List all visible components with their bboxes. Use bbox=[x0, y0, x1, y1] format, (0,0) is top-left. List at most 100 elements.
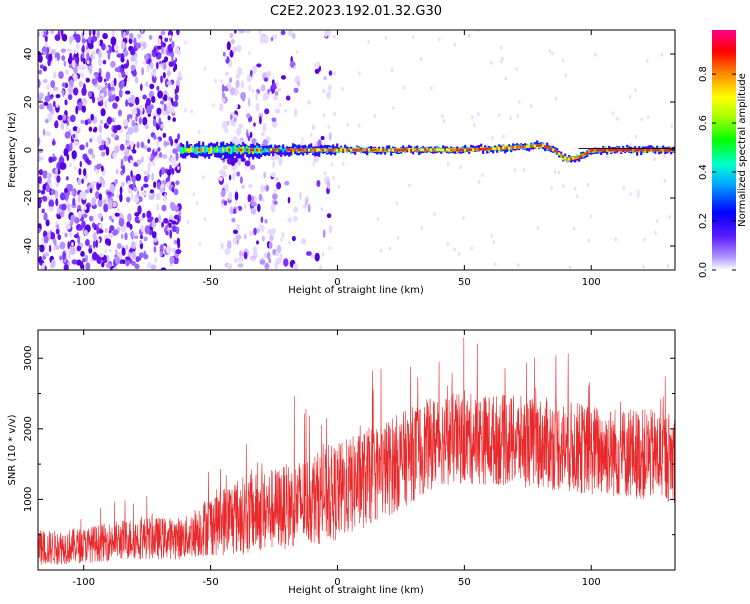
noise-speck bbox=[231, 217, 236, 223]
noise-speck bbox=[326, 213, 332, 219]
ridge-core-segment bbox=[450, 148, 453, 152]
ridge-core-segment bbox=[362, 148, 365, 152]
ridge-halo-segment bbox=[390, 149, 393, 156]
noise-speck bbox=[388, 246, 392, 251]
noise-speck bbox=[145, 97, 151, 107]
noise-speck bbox=[245, 30, 251, 34]
noise-speck bbox=[127, 213, 132, 222]
noise-speck bbox=[314, 252, 320, 262]
noise-speck bbox=[73, 141, 80, 146]
noise-speck bbox=[238, 123, 243, 129]
noise-speck bbox=[85, 262, 91, 270]
ridge-core-segment bbox=[534, 144, 537, 148]
ridge-core-segment bbox=[350, 148, 353, 152]
noise-speck bbox=[152, 112, 157, 119]
noise-speck bbox=[151, 74, 157, 84]
noise-speck bbox=[140, 83, 143, 92]
noise-speck bbox=[49, 232, 56, 240]
noise-speck bbox=[241, 184, 245, 189]
noise-speck bbox=[629, 192, 632, 197]
noise-speck bbox=[105, 146, 110, 156]
ridge-mid-segment bbox=[660, 146, 663, 150]
noise-speck bbox=[324, 30, 328, 38]
noise-speck bbox=[48, 53, 53, 62]
noise-speck bbox=[219, 176, 223, 182]
ridge-core-segment bbox=[492, 147, 495, 150]
noise-speck bbox=[99, 119, 104, 125]
ridge-core-segment bbox=[408, 148, 411, 152]
spectrogram-x-tick-label: -100 bbox=[72, 277, 95, 288]
noise-speck bbox=[168, 61, 174, 67]
ridge-core-segment bbox=[536, 144, 539, 147]
noise-speck bbox=[222, 98, 226, 103]
noise-speck bbox=[45, 30, 49, 36]
noise-speck bbox=[102, 257, 107, 264]
ridge-core-segment bbox=[426, 148, 429, 152]
noise-speck bbox=[102, 33, 108, 40]
noise-speck bbox=[264, 108, 270, 115]
noise-speck bbox=[500, 59, 503, 64]
noise-speck bbox=[112, 201, 117, 208]
ridge-core-segment bbox=[456, 148, 459, 152]
noise-speck bbox=[118, 89, 123, 98]
ridge-core-segment bbox=[546, 146, 549, 149]
noise-speck bbox=[271, 83, 278, 90]
noise-speck bbox=[68, 86, 73, 95]
noise-speck bbox=[101, 43, 106, 51]
noise-speck bbox=[140, 141, 145, 149]
noise-speck bbox=[143, 60, 147, 65]
ridge-core-segment bbox=[378, 148, 381, 152]
noise-speck bbox=[390, 68, 394, 73]
noise-speck bbox=[88, 244, 92, 249]
noise-speck bbox=[294, 108, 298, 118]
noise-speck bbox=[328, 70, 333, 76]
noise-speck bbox=[260, 216, 264, 224]
noise-speck bbox=[234, 114, 237, 119]
ridge-core-segment bbox=[334, 148, 337, 152]
noise-speck bbox=[275, 81, 279, 87]
noise-speck bbox=[42, 78, 48, 84]
noise-speck bbox=[74, 50, 78, 55]
noise-speck bbox=[45, 184, 51, 193]
colorbar-gradient bbox=[712, 30, 736, 270]
ridge-core-segment bbox=[580, 155, 583, 158]
ridge-core-segment bbox=[494, 147, 497, 150]
noise-speck bbox=[147, 161, 152, 168]
noise-speck bbox=[307, 203, 311, 213]
noise-speck bbox=[143, 250, 146, 257]
noise-speck bbox=[142, 212, 146, 219]
noise-speck bbox=[73, 87, 79, 96]
ridge-halo-segment bbox=[280, 146, 283, 157]
noise-speck bbox=[333, 111, 337, 116]
noise-speck bbox=[78, 168, 82, 176]
ridge-mid-segment bbox=[214, 147, 217, 153]
noise-speck bbox=[96, 225, 99, 235]
noise-speck bbox=[45, 219, 50, 227]
noise-speck bbox=[81, 105, 87, 113]
ridge-core-segment bbox=[442, 148, 445, 152]
noise-speck bbox=[553, 169, 557, 174]
noise-speck bbox=[65, 192, 69, 202]
noise-speck bbox=[492, 240, 496, 245]
noise-speck bbox=[341, 86, 344, 91]
noise-speck bbox=[107, 50, 111, 60]
spectrogram-x-tick-label: 50 bbox=[458, 277, 471, 288]
ridge-core-segment bbox=[332, 148, 335, 152]
noise-speck bbox=[153, 69, 156, 78]
noise-speck bbox=[408, 183, 411, 188]
noise-speck bbox=[167, 115, 171, 121]
ridge-core-segment bbox=[640, 148, 643, 152]
ridge-core-segment bbox=[424, 148, 427, 152]
noise-speck bbox=[79, 160, 83, 168]
noise-speck bbox=[38, 197, 42, 205]
ridge-core-segment bbox=[400, 148, 403, 152]
noise-speck bbox=[107, 200, 113, 210]
noise-speck bbox=[83, 176, 87, 181]
ridge-core-segment bbox=[348, 148, 351, 152]
noise-speck bbox=[47, 196, 51, 201]
noise-speck bbox=[634, 88, 637, 93]
ridge-core-segment bbox=[422, 148, 425, 152]
ridge-core-segment bbox=[238, 148, 241, 152]
snr-x-tick-label: -50 bbox=[202, 577, 218, 588]
noise-speck bbox=[249, 69, 253, 77]
